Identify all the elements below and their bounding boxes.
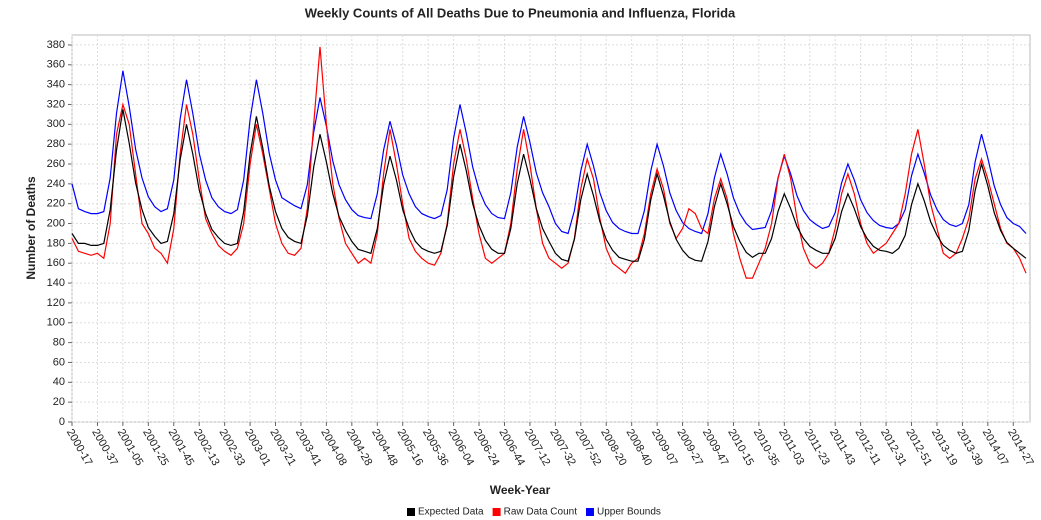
y-tick-label: 120 xyxy=(47,297,65,309)
series-line xyxy=(71,70,1027,235)
series-line xyxy=(71,46,1027,279)
y-tick-label: 240 xyxy=(47,178,65,190)
y-tick-label: 280 xyxy=(47,138,65,150)
y-tick-label: 40 xyxy=(53,376,65,388)
y-tick-label: 60 xyxy=(53,356,65,368)
chart-title: Weekly Counts of All Deaths Due to Pneum… xyxy=(305,5,736,20)
y-tick-label: 180 xyxy=(47,237,65,249)
y-tick-label: 160 xyxy=(47,257,65,269)
y-tick-label: 20 xyxy=(53,396,65,408)
legend-swatch xyxy=(407,508,415,516)
plot-area xyxy=(71,34,1031,423)
legend-swatch xyxy=(585,508,594,516)
legend-swatch xyxy=(492,508,501,516)
legend-label: Expected Data xyxy=(418,507,484,518)
y-tick-label: 220 xyxy=(47,198,65,210)
legend-label: Raw Data Count xyxy=(504,507,578,518)
y-tick-label: 0 xyxy=(59,416,65,428)
y-tick-label: 300 xyxy=(47,118,65,130)
x-axis-title: Week-Year xyxy=(490,483,551,497)
series-line xyxy=(71,109,1027,262)
y-tick-label: 340 xyxy=(47,79,65,91)
legend-label: Upper Bounds xyxy=(597,507,661,518)
y-tick-label: 260 xyxy=(47,158,65,170)
y-tick-label: 80 xyxy=(53,337,65,349)
y-tick-label: 380 xyxy=(47,39,65,51)
y-tick-label: 100 xyxy=(47,317,65,329)
y-tick-label: 140 xyxy=(47,277,65,289)
y-tick-label: 200 xyxy=(47,217,65,229)
y-tick-label: 320 xyxy=(47,98,65,110)
y-tick-label: 360 xyxy=(47,59,65,71)
y-axis-title: Number of Deaths xyxy=(24,176,38,280)
